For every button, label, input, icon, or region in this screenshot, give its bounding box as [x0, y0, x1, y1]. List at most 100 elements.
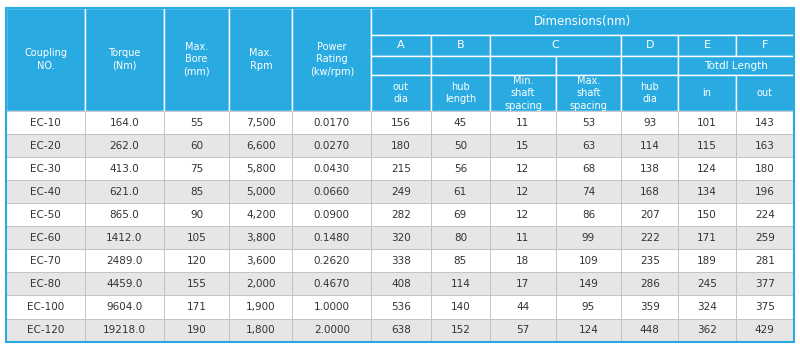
Text: 0.4670: 0.4670 [314, 279, 350, 289]
Text: 68: 68 [582, 164, 595, 174]
Text: D: D [646, 40, 654, 50]
Bar [556, 249, 622, 273]
Bar [678, 134, 736, 157]
Bar [678, 295, 736, 318]
Text: 171: 171 [697, 233, 717, 243]
Text: 190: 190 [186, 325, 206, 335]
Bar [736, 157, 794, 180]
Bar [678, 35, 736, 56]
Text: E: E [703, 40, 710, 50]
Bar [622, 249, 678, 273]
Text: 115: 115 [697, 141, 717, 151]
Text: 134: 134 [697, 187, 717, 197]
Bar [230, 203, 293, 226]
Text: 75: 75 [190, 164, 203, 174]
Bar [6, 134, 85, 157]
Bar [6, 203, 85, 226]
Bar [6, 273, 85, 295]
Bar [490, 111, 556, 134]
Bar [230, 180, 293, 203]
Text: 11: 11 [516, 118, 530, 128]
Text: 4,200: 4,200 [246, 210, 276, 220]
Bar [371, 273, 430, 295]
Text: 413.0: 413.0 [110, 164, 139, 174]
Bar [85, 203, 164, 226]
Bar [430, 203, 490, 226]
Text: EC-20: EC-20 [30, 141, 61, 151]
Text: 15: 15 [516, 141, 530, 151]
Text: 281: 281 [754, 256, 774, 266]
Text: 120: 120 [186, 256, 206, 266]
Bar [164, 8, 230, 111]
Text: hub
length: hub length [445, 82, 476, 105]
Text: 282: 282 [391, 210, 411, 220]
Bar [293, 180, 371, 203]
Text: 222: 222 [640, 233, 660, 243]
Bar [556, 180, 622, 203]
Bar [293, 203, 371, 226]
Text: 1,900: 1,900 [246, 302, 276, 312]
Text: 180: 180 [391, 141, 410, 151]
Bar [622, 35, 678, 56]
Bar [622, 75, 678, 111]
Text: 0.0270: 0.0270 [314, 141, 350, 151]
Text: 85: 85 [190, 187, 203, 197]
Text: 245: 245 [697, 279, 717, 289]
Bar [6, 111, 85, 134]
Bar [85, 111, 164, 134]
Bar [430, 249, 490, 273]
Bar [164, 203, 230, 226]
Text: 0.2620: 0.2620 [314, 256, 350, 266]
Bar [736, 35, 794, 56]
Bar [678, 226, 736, 249]
Text: 57: 57 [516, 325, 530, 335]
Text: EC-120: EC-120 [27, 325, 65, 335]
Text: 7,500: 7,500 [246, 118, 276, 128]
Text: 2.0000: 2.0000 [314, 325, 350, 335]
Bar [164, 157, 230, 180]
Text: A: A [397, 40, 405, 50]
Bar [678, 249, 736, 273]
Bar [678, 56, 794, 75]
Text: in: in [702, 88, 711, 98]
Bar [293, 226, 371, 249]
Bar [430, 157, 490, 180]
Text: 235: 235 [640, 256, 660, 266]
Text: 124: 124 [578, 325, 598, 335]
Text: 45: 45 [454, 118, 467, 128]
Text: 105: 105 [186, 233, 206, 243]
Text: 5,800: 5,800 [246, 164, 276, 174]
Bar [490, 180, 556, 203]
Text: 536: 536 [391, 302, 411, 312]
Text: 259: 259 [754, 233, 774, 243]
Bar [293, 8, 371, 111]
Text: 0.0660: 0.0660 [314, 187, 350, 197]
Bar [556, 203, 622, 226]
Text: 143: 143 [754, 118, 774, 128]
Text: 171: 171 [186, 302, 206, 312]
Bar [164, 134, 230, 157]
Bar [371, 249, 430, 273]
Bar [230, 226, 293, 249]
Bar [164, 180, 230, 203]
Text: 53: 53 [582, 118, 595, 128]
Bar [556, 111, 622, 134]
Text: 12: 12 [516, 164, 530, 174]
Bar [622, 134, 678, 157]
Bar [164, 249, 230, 273]
Bar [371, 318, 430, 342]
Text: out: out [757, 88, 773, 98]
Bar [622, 56, 678, 75]
Text: 18: 18 [516, 256, 530, 266]
Text: 55: 55 [190, 118, 203, 128]
Text: 101: 101 [697, 118, 717, 128]
Text: 17: 17 [516, 279, 530, 289]
Text: 150: 150 [697, 210, 717, 220]
Bar [85, 226, 164, 249]
Bar [85, 249, 164, 273]
Bar [556, 157, 622, 180]
Bar [490, 273, 556, 295]
Text: 1.0000: 1.0000 [314, 302, 350, 312]
Bar [293, 157, 371, 180]
Text: out
dia: out dia [393, 82, 409, 105]
